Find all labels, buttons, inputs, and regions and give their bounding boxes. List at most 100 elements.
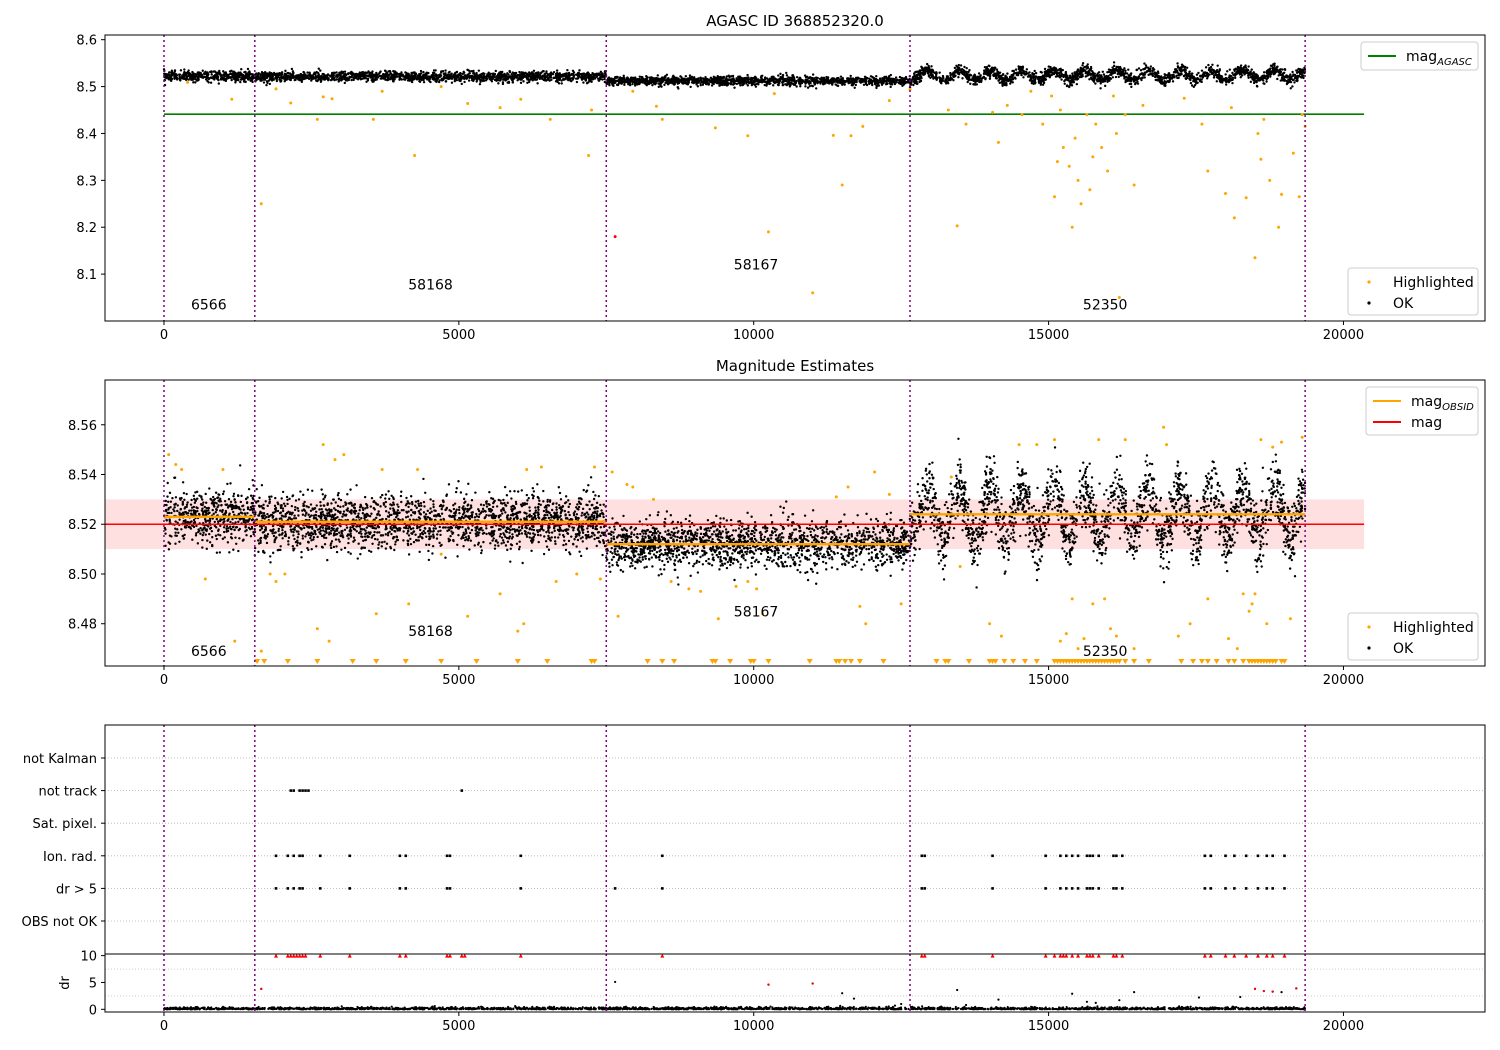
p1-ok-point bbox=[549, 75, 552, 78]
p1-ok-point bbox=[450, 81, 454, 84]
p1-ok-point bbox=[811, 84, 815, 88]
p1-ok-point bbox=[368, 71, 371, 75]
p1-ok-point bbox=[475, 80, 478, 83]
p1-ok-point bbox=[1175, 68, 1178, 71]
p1-ok-point bbox=[906, 78, 909, 81]
p1-ok-point bbox=[170, 69, 174, 72]
p1-ok-point bbox=[1086, 63, 1089, 66]
p1-ok-point bbox=[869, 78, 873, 81]
p1-ok-point bbox=[439, 74, 443, 77]
p1-ok-point bbox=[1239, 76, 1242, 79]
p1-ok-point bbox=[915, 70, 918, 74]
p1-ok-point bbox=[779, 72, 782, 76]
p1-ok-point bbox=[786, 82, 789, 85]
p1-ok-point bbox=[875, 75, 878, 78]
p1-ok-point bbox=[957, 63, 961, 67]
p1-ok-point bbox=[231, 74, 234, 77]
p1-ok-point bbox=[851, 79, 854, 82]
p1-ok-point bbox=[1250, 68, 1253, 71]
p1-ok-point bbox=[828, 82, 831, 85]
p1-ok-point bbox=[400, 73, 403, 77]
p1-ok-point bbox=[343, 81, 347, 85]
p1-ok-point bbox=[618, 79, 621, 82]
p1-ok-point bbox=[542, 69, 545, 73]
p1-ok-point bbox=[406, 76, 409, 80]
p1-ok-point bbox=[761, 80, 764, 84]
p1-ok-point bbox=[170, 79, 173, 83]
p1-ok-point bbox=[653, 78, 657, 81]
p1-ok-point bbox=[813, 82, 817, 86]
p1-ok-point bbox=[184, 71, 188, 75]
p1-ok-point bbox=[1001, 72, 1005, 76]
p1-ok-point bbox=[228, 72, 232, 76]
p1-ok-point bbox=[190, 76, 194, 79]
p1-ok-point bbox=[223, 77, 227, 81]
p1-ok-point bbox=[1119, 74, 1123, 77]
p1-ok-point bbox=[785, 77, 789, 81]
p1-ok-point bbox=[622, 74, 625, 78]
p1-ok-point bbox=[1202, 71, 1205, 74]
p1-ok-point bbox=[575, 80, 579, 84]
p1-ok-point bbox=[285, 75, 289, 78]
p1-ok-point bbox=[926, 70, 930, 74]
p1-ok-point bbox=[957, 76, 960, 79]
p1-ok-point bbox=[692, 76, 696, 80]
p1-ok-point bbox=[1176, 62, 1179, 65]
p1-ok-point bbox=[745, 82, 748, 85]
p1-ok-point bbox=[1143, 76, 1146, 79]
p1-ok-point bbox=[837, 76, 840, 80]
p1-ok-point bbox=[790, 76, 793, 79]
p1-ok-point bbox=[1276, 65, 1279, 68]
p1-ok-point bbox=[863, 80, 866, 83]
p1-ok-point bbox=[338, 76, 341, 80]
p1-ok-point bbox=[192, 81, 195, 84]
p1-ok-point bbox=[958, 68, 962, 71]
p1-ok-point bbox=[1300, 76, 1303, 79]
p1-ok-point bbox=[882, 78, 885, 82]
p1-ok-point bbox=[343, 75, 346, 78]
p1-ok-point bbox=[185, 76, 189, 79]
p1-ok-point bbox=[871, 75, 874, 79]
p1-ok-point bbox=[220, 76, 223, 80]
p1-ok-point bbox=[816, 82, 819, 85]
p1-ok-point bbox=[290, 67, 294, 71]
p1-ok-point bbox=[187, 78, 190, 81]
p1-ok-point bbox=[187, 74, 191, 78]
p1-ok-point bbox=[821, 80, 824, 83]
p1-ok-point bbox=[1151, 72, 1154, 75]
p1-ok-point bbox=[410, 74, 413, 78]
p1-ok-point bbox=[235, 77, 238, 81]
p1-ok-point bbox=[608, 84, 611, 87]
p1-ok-point bbox=[1226, 70, 1229, 73]
p1-ok-point bbox=[874, 77, 878, 81]
p1-ok-point bbox=[1088, 68, 1091, 72]
p1-ok-point bbox=[1148, 73, 1152, 76]
p1-ok-point bbox=[1045, 69, 1048, 73]
p1-ok-point bbox=[1236, 65, 1240, 69]
p1-ok-point bbox=[1018, 69, 1021, 73]
p1-ok-point bbox=[403, 76, 407, 79]
p1-ok-point bbox=[1296, 79, 1299, 83]
p1-ok-point bbox=[372, 75, 375, 78]
p1-ok-point bbox=[865, 83, 869, 87]
p1-ok-point bbox=[303, 75, 306, 79]
p1-ok-point bbox=[488, 76, 492, 79]
p1-ok-point bbox=[389, 70, 392, 73]
p1-ok-point bbox=[475, 76, 478, 80]
p1-ok-point bbox=[722, 81, 726, 85]
p1-ok-point bbox=[622, 76, 626, 80]
p1-ok-point bbox=[1124, 80, 1127, 84]
p1-ok-point bbox=[207, 81, 210, 84]
p1-ok-point bbox=[590, 75, 593, 78]
p1-ok-point bbox=[1234, 72, 1237, 75]
p1-ok-point bbox=[222, 70, 225, 73]
p1-ok-point bbox=[582, 72, 586, 75]
p1-ok-point bbox=[752, 79, 755, 83]
p1-ok-point bbox=[493, 75, 496, 79]
p1-ok-point bbox=[545, 79, 548, 82]
p1-ok-point bbox=[187, 69, 190, 72]
p1-ok-point bbox=[320, 76, 324, 80]
p1-ok-point bbox=[973, 79, 977, 82]
p1-ok-point bbox=[510, 72, 513, 76]
p1-ok-point bbox=[400, 71, 403, 74]
